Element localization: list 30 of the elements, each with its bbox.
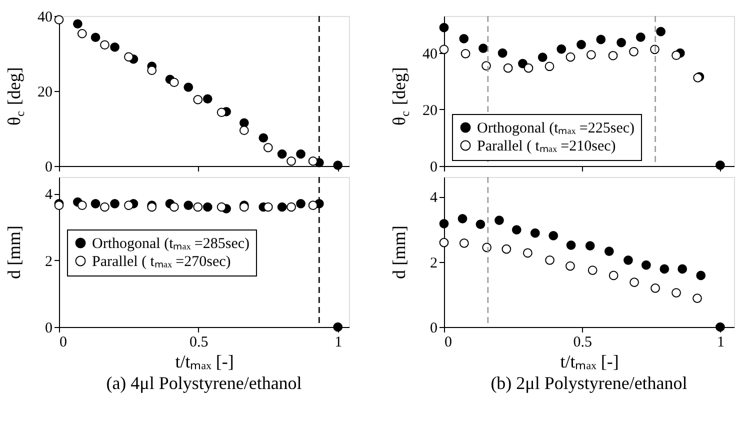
y-axis-title: θc [deg]	[389, 67, 412, 126]
y-axis-title: d [mm]	[389, 226, 409, 279]
legend-label: Orthogonal (tₘₐₓ =225sec)	[477, 120, 635, 136]
x-tick-label: 0	[60, 334, 67, 350]
y-tick-label: 20	[38, 84, 52, 100]
x-tick-label: 0.5	[190, 334, 208, 350]
y-tick-label: 20	[422, 102, 438, 119]
x-tick-label: 0	[444, 334, 452, 350]
y-tick-label: 40	[422, 46, 438, 62]
text: (b) 2μl Polystyrene/ethanol	[490, 373, 688, 393]
y-tick-label: 0	[430, 320, 438, 336]
y-tick-label: 40	[38, 10, 52, 26]
x-tick-label: 1	[334, 334, 342, 350]
x-axis-title: t/tₘₐₓ [-]	[175, 352, 234, 372]
legend-label: Parallel ( tₘₐₓ =270sec)	[92, 254, 231, 270]
x-axis-title: t/tₘₐₓ [-]	[560, 352, 619, 372]
y-tick-label: 4	[430, 190, 438, 206]
y-tick-label: 4	[45, 187, 53, 204]
y-tick-label: 0	[45, 160, 52, 176]
y-axis-title: d [mm]	[4, 226, 24, 279]
legend-label: Orthogonal (tₘₐₓ =285sec)	[92, 236, 250, 252]
x-tick-label: 0.5	[573, 334, 592, 350]
y-tick-label: 2	[45, 254, 52, 270]
legend-label: Parallel ( tₘₐₓ =210sec)	[477, 138, 616, 154]
x-tick-label: 1	[716, 334, 724, 350]
y-axis-title: θc [deg]	[4, 67, 27, 126]
y-tick-label: 2	[430, 255, 438, 272]
text: (a) 4μl Polystyrene/ethanol	[106, 373, 302, 393]
y-tick-label: 0	[45, 320, 52, 336]
y-tick-label: 0	[430, 160, 438, 176]
